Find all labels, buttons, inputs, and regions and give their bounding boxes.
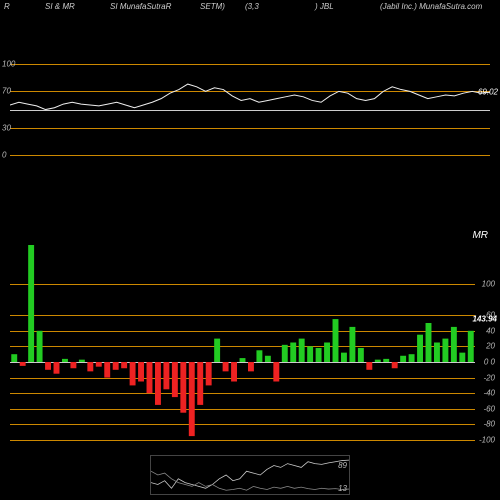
bar [79,360,85,362]
axis-label: -40 [483,389,495,398]
mr-bar-chart: 1006040200 0-20-40-60-80-100143.94 [10,245,475,440]
axis-label: -20 [483,373,495,382]
bar [299,339,305,362]
bar [172,362,178,397]
bar [45,362,51,370]
bar [197,362,203,405]
header-text: SETM) [200,2,225,11]
rsi-chart: 1007030069.02 [10,55,490,155]
bar [113,362,119,370]
bar [87,362,93,371]
current-value-label: 143.94 [473,315,497,324]
axis-label: 40 [486,326,495,335]
bar [316,348,322,362]
bar [451,327,457,362]
axis-label: -80 [483,420,495,429]
bar [324,343,330,363]
header-text: ) JBL [315,2,334,11]
mini-label: 89 [338,461,347,470]
bar [104,362,110,378]
bar [62,359,68,362]
header-text: SI MunafaSutraR [110,2,171,11]
bar [214,339,220,362]
bar [231,362,237,382]
bar [240,358,246,362]
gridline [10,155,490,156]
bar [28,245,34,362]
bar [121,362,127,368]
bar [426,323,432,362]
bar [341,353,347,362]
bar [273,362,279,382]
bar [223,362,229,371]
mini-line [151,471,349,490]
axis-label: 100 [482,280,495,289]
bar [290,343,296,363]
bar [189,362,195,436]
axis-label: 0 0 [484,358,495,367]
bar [70,362,76,368]
bar [434,343,440,363]
mini-line [151,460,349,488]
gridline [10,440,475,441]
bar [96,362,102,367]
bar [409,354,415,362]
bar [349,327,355,362]
bar [54,362,60,374]
axis-label: 0 [2,151,6,160]
header-text: R [4,2,10,11]
bar [248,362,254,371]
bar [459,353,465,362]
bar [442,339,448,362]
bar [307,346,313,362]
header-text: (Jabil Inc.) MunafaSutra.com [380,2,482,11]
bar [366,362,372,370]
mini-label: 13 [338,484,347,493]
bar [400,356,406,362]
bar [147,362,153,393]
bar [11,354,17,362]
bar [37,331,43,362]
bar [130,362,136,385]
bar [417,335,423,362]
bar [333,319,339,362]
bar [163,362,169,389]
bar [392,362,398,368]
header-text: SI & MR [45,2,75,11]
bar [358,348,364,362]
bar [20,362,26,366]
bar [265,356,271,362]
bar [375,360,381,362]
bar [180,362,186,413]
axis-label: -100 [479,436,495,445]
bar [206,362,212,385]
bar [468,331,474,362]
bar [383,359,389,362]
mini-chart: 89 13 [150,455,350,495]
bar [155,362,161,405]
axis-label: 20 [486,342,495,351]
bar [138,362,144,382]
bar [282,345,288,362]
rsi-line [10,84,490,109]
mr-label: MR [472,230,488,241]
header-text: (3,3 [245,2,259,11]
axis-label: -60 [483,404,495,413]
bar [256,350,262,362]
